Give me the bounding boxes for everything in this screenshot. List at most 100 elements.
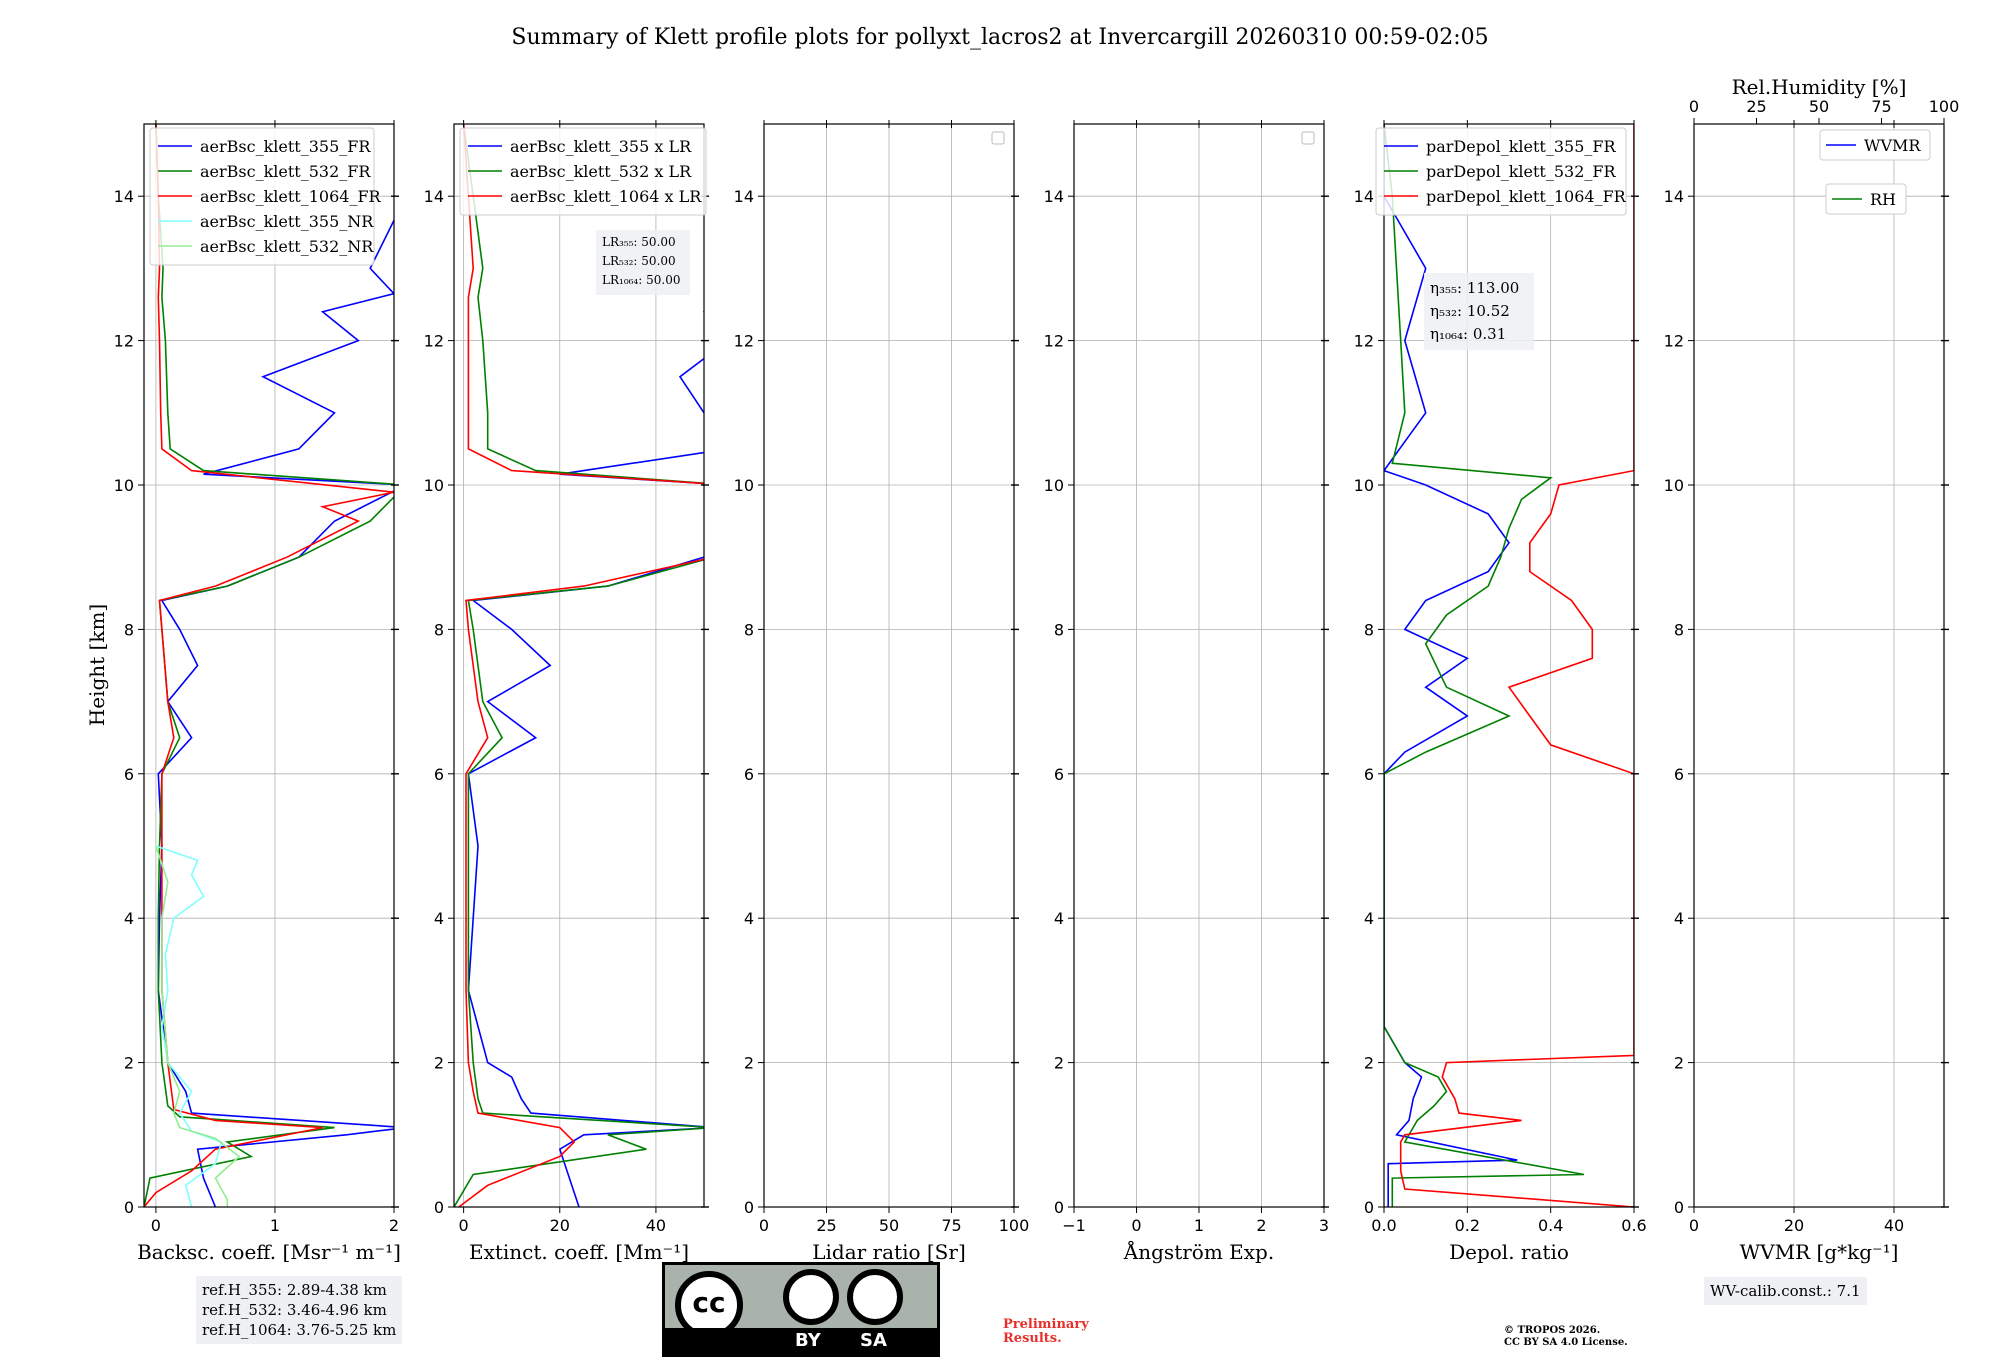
- lidar_ratio-xtick-label-4: 100: [999, 1216, 1030, 1235]
- depol-ytick-label-6: 12: [1354, 332, 1374, 351]
- angstrom-ytick-label-6: 12: [1044, 332, 1064, 351]
- extinction-ytick-label-5: 10: [424, 476, 444, 495]
- copyright-line-2: CC BY SA 4.0 License.: [1504, 1337, 1628, 1348]
- depol-legend-box: [1375, 127, 1627, 216]
- lidar_ratio-ytick-label-5: 10: [734, 476, 754, 495]
- extinction-legend-label-2: aerBsc_klett_1064 x LR: [510, 187, 702, 206]
- angstrom-ytick-label-1: 2: [1054, 1054, 1064, 1073]
- backscatter-ytick-label-3: 6: [124, 765, 134, 784]
- lidar_ratio-xlabel: Lidar ratio [Sr]: [812, 1240, 966, 1264]
- angstrom-xtick-label-4: 3: [1319, 1216, 1329, 1235]
- cc-label-bar: [665, 1328, 937, 1354]
- extinction-xtick-label-2: 40: [646, 1216, 666, 1235]
- lidar_ratio-xtick-label-3: 75: [941, 1216, 961, 1235]
- wvmr-x2tick-label-4: 100: [1929, 97, 1960, 116]
- depol-series-1: [1384, 124, 1585, 1207]
- lidar_ratio-xtick-label-2: 50: [879, 1216, 899, 1235]
- wvmr-x2tick-label-1: 25: [1746, 97, 1766, 116]
- lidar_ratio-ytick-label-7: 14: [734, 187, 754, 206]
- wvmr-ytick-label-5: 10: [1664, 476, 1684, 495]
- depol-legend-label-1: parDepol_klett_532_FR: [1426, 162, 1617, 181]
- backscatter-series-2: [144, 124, 394, 1207]
- depol-xtick-label-1: 0.2: [1455, 1216, 1480, 1235]
- angstrom-ytick-label-7: 14: [1044, 187, 1064, 206]
- extinction-annotation-2: LR₁₀₆₄: 50.00: [602, 273, 680, 287]
- wvmr-x2label: Rel.Humidity [%]: [1732, 75, 1907, 99]
- depol-annotation-0: η₃₅₅: 113.00: [1430, 279, 1519, 297]
- depol-ytick-label-5: 10: [1354, 476, 1374, 495]
- extinction-ytick-label-4: 8: [434, 620, 444, 639]
- ref-h-532: ref.H_532: 3.46-4.96 km: [202, 1301, 387, 1319]
- copyright-line-1: © TROPOS 2026.: [1504, 1325, 1601, 1336]
- wvmr-x2tick-label-0: 0: [1689, 97, 1699, 116]
- extinction-frame: [453, 123, 705, 1208]
- backscatter-series-0: [157, 124, 394, 1207]
- wvmr-legend-label-1: RH: [1870, 190, 1896, 209]
- angstrom-xtick-label-2: 1: [1194, 1216, 1204, 1235]
- backscatter-series-3: [155, 845, 223, 1207]
- angstrom-xlabel: Ångström Exp.: [1123, 1239, 1274, 1264]
- wvmr-xtick-label-2: 40: [1884, 1216, 1904, 1235]
- wvmr-ytick-label-7: 14: [1664, 187, 1684, 206]
- backscatter-ytick-label-7: 14: [114, 187, 134, 206]
- backscatter-ytick-label-5: 10: [114, 476, 134, 495]
- wvmr-legend-label-0: WVMR: [1864, 136, 1921, 155]
- wvmr-ytick-label-1: 2: [1674, 1054, 1684, 1073]
- wvmr-xtick-label-1: 20: [1784, 1216, 1804, 1235]
- depol-annotation-1: η₅₃₂: 10.52: [1430, 302, 1510, 320]
- copyright-note: © TROPOS 2026. CC BY SA 4.0 License.: [1504, 1325, 1628, 1349]
- extinction-ytick-label-7: 14: [424, 187, 444, 206]
- backscatter-series-4: [155, 845, 241, 1207]
- angstrom-ytick-label-4: 8: [1054, 620, 1064, 639]
- backscatter-legend-box: [149, 127, 375, 266]
- angstrom-xtick-label-1: 0: [1131, 1216, 1141, 1235]
- lidar_ratio-ytick-label-0: 0: [744, 1198, 754, 1217]
- extinction-ytick-label-0: 0: [434, 1198, 444, 1217]
- extinction-ytick-label-3: 6: [434, 765, 444, 784]
- cc-sa-label: SA: [860, 1330, 887, 1351]
- depol-series-0: [1384, 124, 1518, 1207]
- backscatter-legend-label-3: aerBsc_klett_355_NR: [200, 212, 374, 231]
- backscatter-ylabel: Height [km]: [85, 604, 109, 726]
- extinction-xlabel: Extinct. coeff. [Mm⁻¹]: [469, 1240, 689, 1264]
- depol-annotation-box: [1424, 273, 1534, 350]
- angstrom-ytick-label-5: 10: [1044, 476, 1064, 495]
- extinction-xtick-label-0: 0: [459, 1216, 469, 1235]
- backscatter-ytick-label-0: 0: [124, 1198, 134, 1217]
- lidar_ratio-ytick-label-4: 8: [744, 620, 754, 639]
- backscatter-ytick-label-1: 2: [124, 1054, 134, 1073]
- wvmr-ytick-label-0: 0: [1674, 1198, 1684, 1217]
- backscatter-legend-label-0: aerBsc_klett_355_FR: [200, 137, 371, 156]
- depol-ytick-label-3: 6: [1364, 765, 1374, 784]
- person-icon: [783, 1269, 839, 1325]
- depol-series-2: [1399, 124, 1634, 1207]
- depol-ytick-label-2: 4: [1364, 909, 1374, 928]
- depol-ytick-label-0: 0: [1364, 1198, 1374, 1217]
- angstrom-empty-legend: [1301, 131, 1315, 145]
- extinction-annotation-box: [596, 230, 690, 295]
- backscatter-xtick-label-1: 1: [270, 1216, 280, 1235]
- wv-calibration-box: WV-calib.const.: 7.1: [1704, 1277, 1867, 1305]
- lidar_ratio-ytick-label-3: 6: [744, 765, 754, 784]
- backscatter-legend-label-1: aerBsc_klett_532_FR: [200, 162, 371, 181]
- angstrom-xtick-label-0: −1: [1062, 1216, 1086, 1235]
- extinction-legend-label-0: aerBsc_klett_355 x LR: [510, 137, 692, 156]
- lidar_ratio-xtick-label-1: 25: [816, 1216, 836, 1235]
- cc-by-label: BY: [795, 1330, 821, 1351]
- share-alike-icon: [847, 1269, 903, 1325]
- wvmr-ytick-label-3: 6: [1674, 765, 1684, 784]
- wvmr-ytick-label-2: 4: [1674, 909, 1684, 928]
- depol-legend-label-0: parDepol_klett_355_FR: [1426, 137, 1617, 156]
- depol-ytick-label-7: 14: [1354, 187, 1374, 206]
- extinction-legend-label-1: aerBsc_klett_532 x LR: [510, 162, 692, 181]
- backscatter-ytick-label-6: 12: [114, 332, 134, 351]
- cc-license-badge: cc BY SA: [662, 1262, 940, 1357]
- angstrom-ytick-label-3: 6: [1054, 765, 1064, 784]
- extinction-annotation-0: LR₃₅₅: 50.00: [602, 235, 676, 249]
- extinction-series-1: [454, 124, 704, 1207]
- ref-h-1064: ref.H_1064: 3.76-5.25 km: [202, 1321, 397, 1339]
- depol-ytick-label-1: 2: [1364, 1054, 1374, 1073]
- ref-h-355: ref.H_355: 2.89-4.38 km: [202, 1281, 387, 1299]
- lidar_ratio-empty-legend: [991, 131, 1005, 145]
